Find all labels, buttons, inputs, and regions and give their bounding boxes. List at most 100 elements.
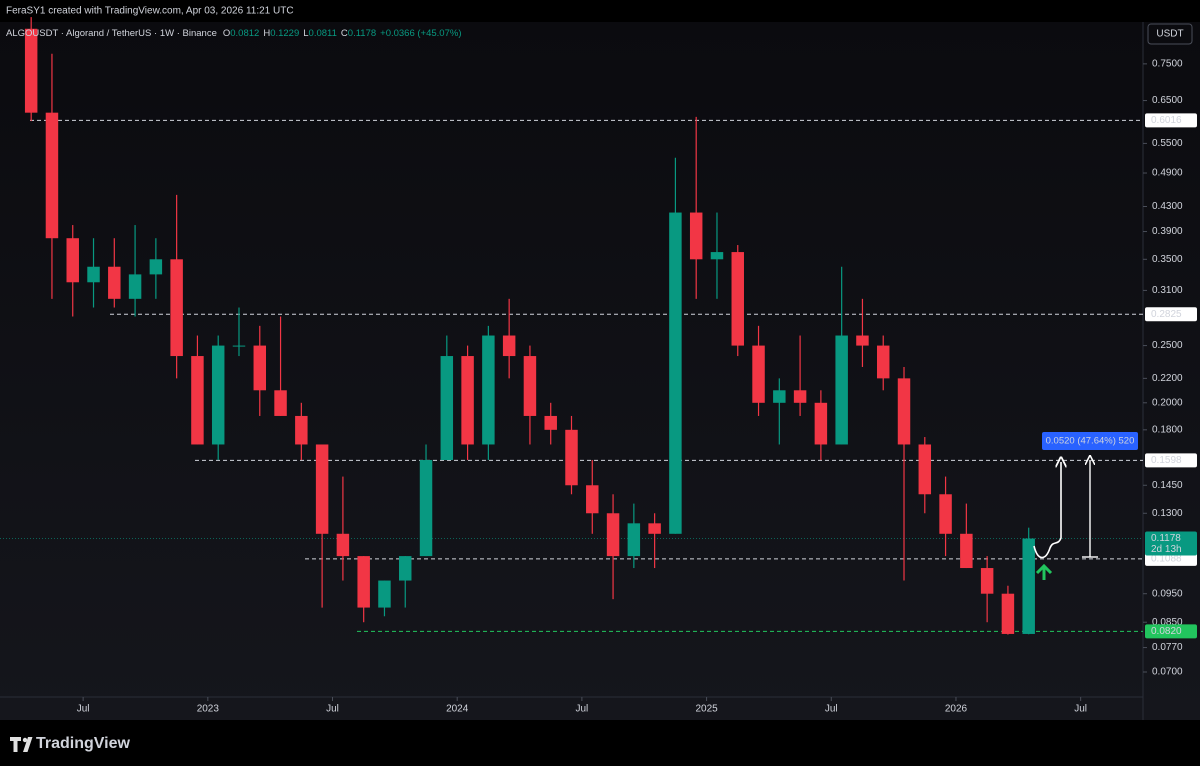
candle-body [45, 112, 59, 239]
candle-body [897, 378, 911, 445]
candle-body [66, 238, 79, 283]
candle-body [315, 444, 329, 534]
candle-body [586, 485, 599, 514]
y-tick-label: 0.2500 [1152, 340, 1183, 351]
candle-body [980, 568, 994, 594]
tv-logo [10, 737, 33, 752]
candle-body [1001, 593, 1015, 634]
y-tick-label: 0.4300 [1152, 201, 1183, 212]
x-tick-label: Jul [825, 704, 838, 715]
candle-body [253, 345, 267, 391]
ohlc-value: 0.1178 [348, 28, 376, 39]
ohlc-value: 0.0811 [309, 28, 337, 39]
candle-body [378, 580, 391, 608]
candle-body [211, 345, 225, 445]
y-tick-label: 0.0700 [1152, 667, 1183, 678]
y-tick-label: 0.2000 [1152, 397, 1183, 408]
level-tag [1145, 307, 1197, 322]
symbol: ALGOUSDT · Algorand / TetherUS · 1W · Bi… [6, 28, 217, 39]
projection-arrow [1033, 462, 1061, 559]
candle-body [191, 356, 204, 445]
candle-body [502, 335, 516, 357]
candle-body [523, 356, 537, 416]
ohlc-key: L [303, 28, 308, 39]
green-arrow [1035, 563, 1053, 580]
candle-body [482, 335, 495, 445]
tv-logo-dot [22, 737, 28, 743]
ohlc-value: 0.1229 [270, 28, 299, 39]
candle-body [461, 356, 474, 445]
last-price-tag [1145, 531, 1197, 556]
candle-body [1022, 538, 1035, 634]
ohlc-key: O [223, 28, 230, 39]
y-tick-label: 0.5500 [1152, 138, 1183, 149]
candle-body [773, 390, 786, 403]
chart-panel [0, 22, 1200, 720]
y-tick-label: 0.0950 [1152, 588, 1183, 599]
y-tick-label: 0.1300 [1152, 508, 1183, 519]
x-tick-label: 2026 [945, 704, 968, 715]
currency-label[interactable]: USDT [1156, 29, 1183, 40]
candle-body [128, 274, 142, 299]
y-tick-label: 0.1800 [1152, 424, 1183, 435]
measure-box [1042, 432, 1138, 450]
candle-body [274, 390, 287, 416]
brand: TradingView [36, 735, 131, 752]
candle-body [856, 335, 869, 346]
y-tick-label: 0.7500 [1152, 59, 1183, 70]
candle-body [835, 335, 848, 445]
level-label: 0.0820 [1151, 626, 1182, 637]
countdown: 2d 13h [1151, 544, 1182, 555]
y-tick-label: 0.2200 [1152, 373, 1183, 384]
candle-body [232, 345, 246, 347]
candle-body [544, 415, 557, 430]
top-bar [0, 0, 1200, 22]
candle-body [627, 523, 641, 557]
y-tick-label: 0.3900 [1152, 226, 1183, 237]
x-tick-label: 2024 [446, 704, 469, 715]
x-tick-label: Jul [326, 704, 339, 715]
candle-body [960, 533, 973, 569]
x-tick-label: Jul [77, 704, 90, 715]
x-tick-label: Jul [1074, 704, 1087, 715]
level-tag [1145, 624, 1197, 639]
change: +0.0366 (+45.07%) [380, 28, 461, 39]
axes-layer: 0.7500 0.6500 0.5500 0.4900 0.4300 0.3900 0.35… [77, 59, 1197, 715]
level-label: 0.6016 [1151, 115, 1182, 126]
measure-label: 0.0520 (47.64%) 520 [1046, 436, 1135, 447]
candle-body [710, 252, 724, 260]
y-tick-label: 0.3500 [1152, 254, 1183, 265]
footer [0, 720, 1200, 766]
y-tick-label: 0.6500 [1152, 95, 1183, 106]
y-tick-label: 0.0770 [1152, 642, 1183, 653]
candle-body [440, 356, 454, 461]
candle-body [87, 266, 100, 283]
candle-body [876, 345, 890, 379]
last-price-label: 0.1178 [1151, 533, 1181, 544]
candle-body [731, 252, 744, 346]
y-tick-label: 0.4900 [1152, 168, 1183, 179]
candle-body [606, 513, 620, 557]
candle-body [814, 402, 828, 445]
candle-body [399, 556, 412, 581]
x-tick-label: 2025 [695, 704, 718, 715]
x-tick-label: Jul [575, 704, 588, 715]
candle-body [108, 266, 121, 299]
candle-body [24, 28, 38, 113]
candle-body [793, 390, 807, 403]
level-label: 0.1088 [1151, 554, 1182, 565]
legend: ALGOUSDT · Algorand / TetherUS · 1W · Bi… [6, 28, 461, 39]
candle-body [357, 556, 370, 608]
candle-body [648, 523, 661, 534]
candle-body [939, 494, 952, 534]
y-tick-label: 0.3100 [1152, 285, 1183, 296]
candle-body [752, 345, 765, 403]
currency-button[interactable] [1147, 23, 1193, 45]
author-line: FeraSY1 created with TradingView.com, Ap… [6, 6, 294, 17]
ohlc-value: 0.0812 [230, 28, 259, 39]
candle-body [170, 259, 183, 357]
candle-body [336, 533, 350, 557]
x-tick-label: 2023 [197, 704, 220, 715]
